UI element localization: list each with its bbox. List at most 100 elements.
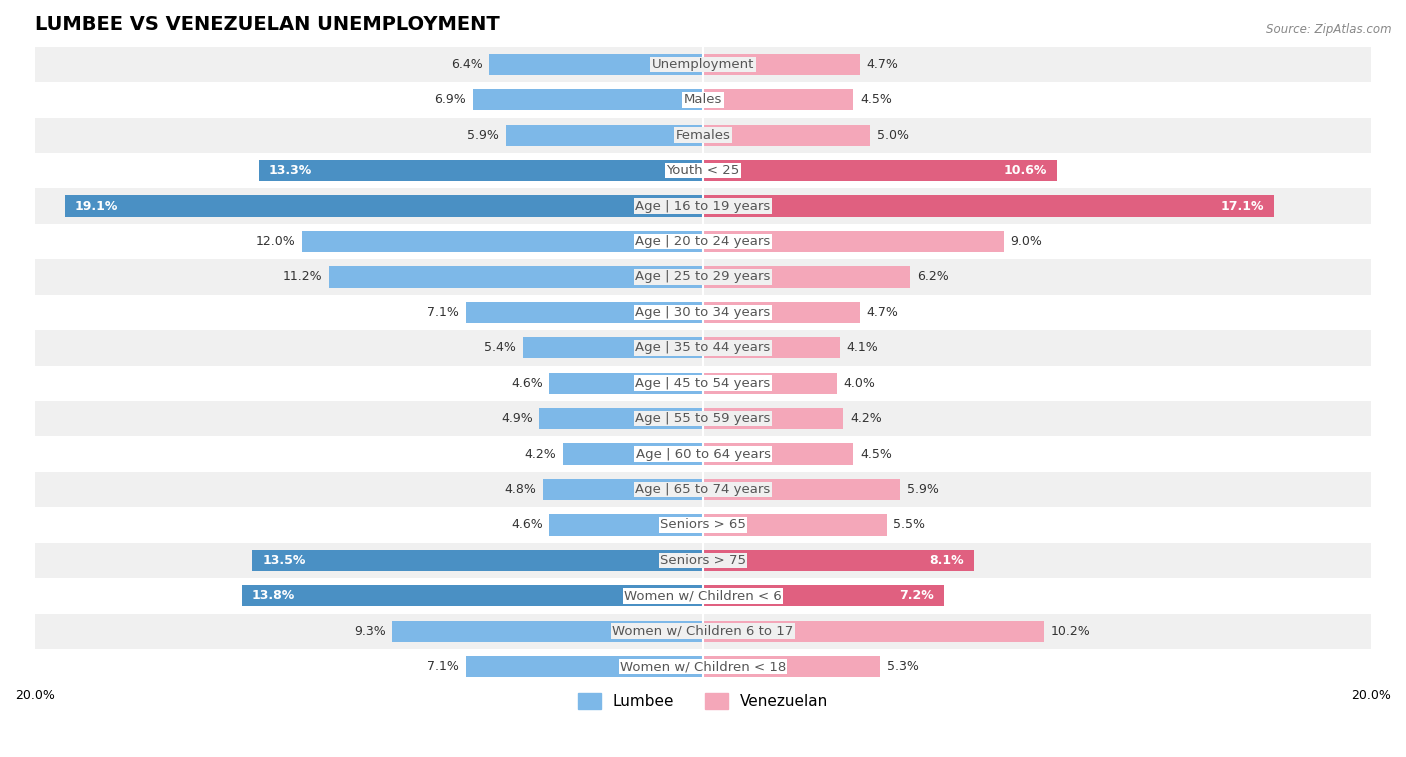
Bar: [703, 514, 887, 536]
Bar: [35, 188, 1371, 224]
Text: 13.8%: 13.8%: [252, 589, 295, 603]
Bar: [242, 585, 703, 606]
Text: Women w/ Children < 18: Women w/ Children < 18: [620, 660, 786, 673]
Text: 17.1%: 17.1%: [1220, 200, 1264, 213]
Text: 12.0%: 12.0%: [256, 235, 295, 248]
Text: 4.7%: 4.7%: [866, 58, 898, 71]
Bar: [703, 444, 853, 465]
Bar: [259, 160, 703, 181]
Text: Women w/ Children 6 to 17: Women w/ Children 6 to 17: [613, 625, 793, 637]
Text: 7.1%: 7.1%: [427, 660, 460, 673]
Text: Age | 16 to 19 years: Age | 16 to 19 years: [636, 200, 770, 213]
Text: 5.4%: 5.4%: [484, 341, 516, 354]
Text: Seniors > 75: Seniors > 75: [659, 554, 747, 567]
Text: 5.5%: 5.5%: [893, 519, 925, 531]
Bar: [35, 117, 1371, 153]
Text: Males: Males: [683, 93, 723, 106]
Text: 4.6%: 4.6%: [510, 377, 543, 390]
Bar: [392, 621, 703, 642]
Bar: [703, 337, 839, 359]
Text: 4.5%: 4.5%: [860, 93, 891, 106]
Bar: [35, 366, 1371, 401]
Text: 9.3%: 9.3%: [354, 625, 385, 637]
Bar: [703, 89, 853, 111]
Bar: [35, 82, 1371, 117]
Bar: [703, 231, 1004, 252]
Text: 4.9%: 4.9%: [501, 412, 533, 425]
Bar: [35, 47, 1371, 82]
Bar: [465, 656, 703, 678]
Text: 10.6%: 10.6%: [1004, 164, 1047, 177]
Text: Age | 55 to 59 years: Age | 55 to 59 years: [636, 412, 770, 425]
Bar: [540, 408, 703, 429]
Text: Women w/ Children < 6: Women w/ Children < 6: [624, 589, 782, 603]
Bar: [562, 444, 703, 465]
Text: Age | 60 to 64 years: Age | 60 to 64 years: [636, 447, 770, 460]
Bar: [35, 472, 1371, 507]
Legend: Lumbee, Venezuelan: Lumbee, Venezuelan: [572, 687, 834, 715]
Bar: [703, 550, 973, 571]
Text: Unemployment: Unemployment: [652, 58, 754, 71]
Bar: [472, 89, 703, 111]
Text: 5.9%: 5.9%: [907, 483, 939, 496]
Text: Age | 65 to 74 years: Age | 65 to 74 years: [636, 483, 770, 496]
Bar: [703, 302, 860, 323]
Bar: [329, 266, 703, 288]
Text: 11.2%: 11.2%: [283, 270, 322, 283]
Bar: [550, 514, 703, 536]
Bar: [703, 195, 1274, 217]
Text: 6.9%: 6.9%: [434, 93, 465, 106]
Text: 10.2%: 10.2%: [1050, 625, 1090, 637]
Bar: [523, 337, 703, 359]
Bar: [703, 585, 943, 606]
Text: 4.8%: 4.8%: [505, 483, 536, 496]
Bar: [35, 578, 1371, 613]
Text: Seniors > 65: Seniors > 65: [659, 519, 747, 531]
Text: 4.5%: 4.5%: [860, 447, 891, 460]
Text: Age | 45 to 54 years: Age | 45 to 54 years: [636, 377, 770, 390]
Text: 9.0%: 9.0%: [1011, 235, 1042, 248]
Text: 7.2%: 7.2%: [898, 589, 934, 603]
Bar: [35, 224, 1371, 259]
Bar: [35, 613, 1371, 649]
Bar: [506, 125, 703, 146]
Text: 4.7%: 4.7%: [866, 306, 898, 319]
Text: 6.4%: 6.4%: [451, 58, 482, 71]
Bar: [35, 649, 1371, 684]
Bar: [252, 550, 703, 571]
Bar: [35, 543, 1371, 578]
Text: 5.3%: 5.3%: [887, 660, 918, 673]
Text: 19.1%: 19.1%: [75, 200, 118, 213]
Text: Age | 35 to 44 years: Age | 35 to 44 years: [636, 341, 770, 354]
Bar: [703, 372, 837, 394]
Text: 13.5%: 13.5%: [262, 554, 305, 567]
Text: Youth < 25: Youth < 25: [666, 164, 740, 177]
Bar: [703, 54, 860, 75]
Text: Source: ZipAtlas.com: Source: ZipAtlas.com: [1267, 23, 1392, 36]
Bar: [35, 330, 1371, 366]
Text: 7.1%: 7.1%: [427, 306, 460, 319]
Bar: [703, 621, 1043, 642]
Bar: [703, 125, 870, 146]
Text: 5.9%: 5.9%: [467, 129, 499, 142]
Text: Females: Females: [675, 129, 731, 142]
Text: 6.2%: 6.2%: [917, 270, 949, 283]
Bar: [703, 408, 844, 429]
Text: 4.2%: 4.2%: [851, 412, 882, 425]
Text: Age | 20 to 24 years: Age | 20 to 24 years: [636, 235, 770, 248]
Text: 8.1%: 8.1%: [929, 554, 963, 567]
Bar: [543, 479, 703, 500]
Bar: [302, 231, 703, 252]
Text: 13.3%: 13.3%: [269, 164, 312, 177]
Bar: [35, 294, 1371, 330]
Bar: [35, 259, 1371, 294]
Text: 4.0%: 4.0%: [844, 377, 875, 390]
Text: 4.2%: 4.2%: [524, 447, 555, 460]
Bar: [703, 160, 1057, 181]
Bar: [35, 153, 1371, 188]
Bar: [465, 302, 703, 323]
Bar: [65, 195, 703, 217]
Bar: [35, 401, 1371, 436]
Text: 4.1%: 4.1%: [846, 341, 879, 354]
Bar: [35, 507, 1371, 543]
